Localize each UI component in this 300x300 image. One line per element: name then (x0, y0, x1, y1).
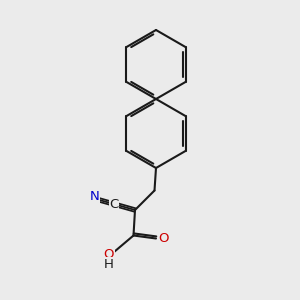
Text: O: O (103, 248, 114, 261)
Text: O: O (158, 232, 169, 245)
Text: N: N (90, 190, 99, 203)
Text: H: H (104, 257, 113, 271)
Text: C: C (110, 197, 118, 211)
